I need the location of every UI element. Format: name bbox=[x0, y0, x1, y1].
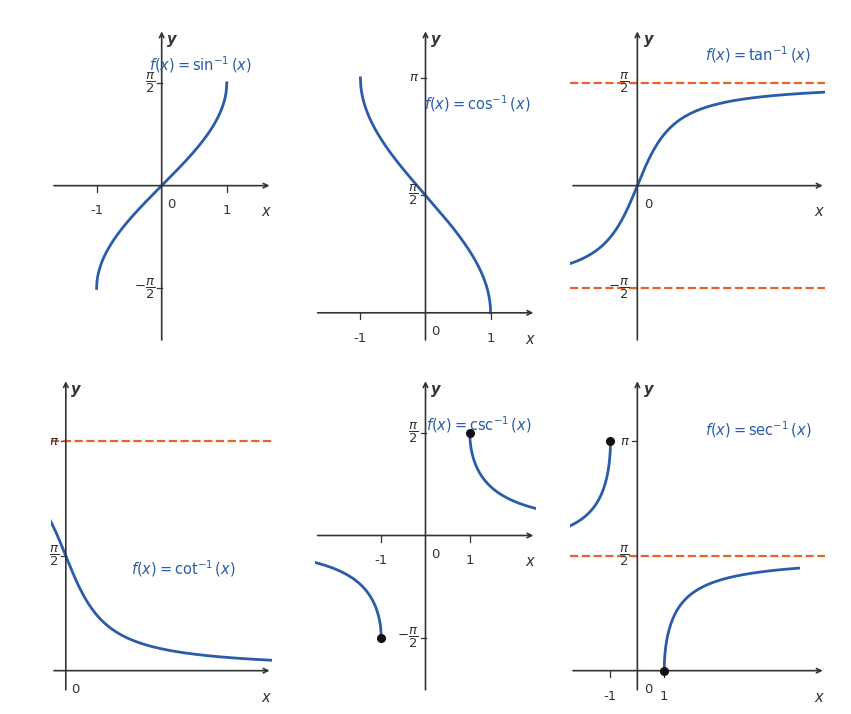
Text: x: x bbox=[525, 554, 534, 569]
Text: $\dfrac{\pi}{2}$: $\dfrac{\pi}{2}$ bbox=[49, 544, 60, 568]
Text: $-\dfrac{\pi}{2}$: $-\dfrac{\pi}{2}$ bbox=[608, 276, 630, 301]
Text: 0: 0 bbox=[71, 683, 80, 696]
Text: $f(x) = \sec^{-1}(x)$: $f(x) = \sec^{-1}(x)$ bbox=[705, 419, 812, 440]
Text: $\dfrac{\pi}{2}$: $\dfrac{\pi}{2}$ bbox=[620, 544, 630, 568]
Text: $-\dfrac{\pi}{2}$: $-\dfrac{\pi}{2}$ bbox=[134, 276, 155, 301]
Text: y: y bbox=[71, 381, 81, 396]
Text: $f(x) = \cos^{-1}(x)$: $f(x) = \cos^{-1}(x)$ bbox=[425, 93, 531, 114]
Text: $f(x) = \tan^{-1}(x)$: $f(x) = \tan^{-1}(x)$ bbox=[705, 44, 811, 65]
Text: -1: -1 bbox=[354, 331, 367, 345]
Text: 0: 0 bbox=[431, 326, 439, 338]
Text: y: y bbox=[643, 381, 654, 396]
Text: $f(x) = \sin^{-1}(x)$: $f(x) = \sin^{-1}(x)$ bbox=[149, 54, 252, 75]
Text: $\pi$: $\pi$ bbox=[49, 435, 60, 448]
Text: 1: 1 bbox=[660, 690, 669, 703]
Text: $\pi$: $\pi$ bbox=[620, 435, 630, 448]
Text: -1: -1 bbox=[374, 554, 388, 568]
Text: -1: -1 bbox=[604, 690, 617, 703]
Text: $f(x) = \csc^{-1}(x)$: $f(x) = \csc^{-1}(x)$ bbox=[426, 414, 531, 435]
Text: y: y bbox=[643, 31, 654, 46]
Text: 0: 0 bbox=[643, 683, 652, 696]
Text: 1: 1 bbox=[222, 204, 231, 218]
Text: $f(x) = \cot^{-1}(x)$: $f(x) = \cot^{-1}(x)$ bbox=[131, 558, 237, 579]
Text: x: x bbox=[814, 690, 823, 705]
Text: 1: 1 bbox=[486, 331, 494, 345]
Text: 0: 0 bbox=[167, 198, 175, 211]
Text: y: y bbox=[431, 31, 441, 46]
Text: x: x bbox=[525, 331, 534, 347]
Text: y: y bbox=[167, 31, 177, 46]
Text: x: x bbox=[261, 204, 270, 219]
Text: $\dfrac{\pi}{2}$: $\dfrac{\pi}{2}$ bbox=[408, 183, 419, 207]
Text: $\dfrac{\pi}{2}$: $\dfrac{\pi}{2}$ bbox=[145, 71, 155, 95]
Text: -1: -1 bbox=[90, 204, 103, 218]
Text: $\dfrac{\pi}{2}$: $\dfrac{\pi}{2}$ bbox=[620, 71, 630, 95]
Text: 0: 0 bbox=[431, 548, 439, 561]
Text: $\pi$: $\pi$ bbox=[408, 71, 419, 84]
Text: 0: 0 bbox=[643, 198, 652, 211]
Text: y: y bbox=[431, 381, 441, 396]
Text: 1: 1 bbox=[465, 554, 474, 568]
Text: $\dfrac{\pi}{2}$: $\dfrac{\pi}{2}$ bbox=[408, 421, 419, 445]
Text: $-\dfrac{\pi}{2}$: $-\dfrac{\pi}{2}$ bbox=[397, 626, 419, 650]
Text: x: x bbox=[814, 204, 823, 219]
Text: x: x bbox=[261, 690, 270, 705]
